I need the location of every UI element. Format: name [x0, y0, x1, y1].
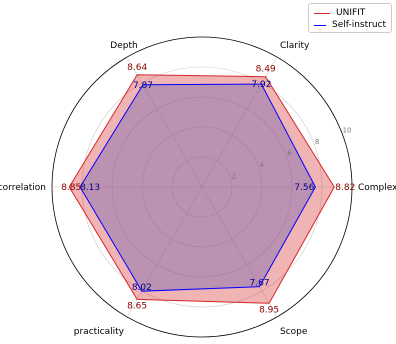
axis-label-complexity: Complexity — [358, 183, 396, 193]
axis-label-depth: Depth — [110, 41, 137, 51]
legend-swatch-unifit — [314, 12, 330, 14]
radial-tick-label: 8 — [315, 138, 319, 146]
value-label-self-instruct: 8.02 — [132, 283, 152, 293]
radial-tick-label: 6 — [287, 150, 292, 158]
legend-entry-unifit: UNIFIT — [314, 7, 386, 19]
radial-tick-label: 10 — [343, 127, 352, 135]
series-self-instruct-area — [79, 83, 316, 292]
axis-label-correlation: correlation — [0, 183, 46, 193]
value-label-unifit: 8.95 — [259, 305, 279, 315]
axis-label-practicality: practicality — [74, 327, 125, 337]
value-label-unifit: 8.82 — [335, 183, 355, 193]
value-label-self-instruct: 7.92 — [251, 80, 271, 90]
radial-tick-label: 4 — [259, 161, 264, 169]
value-label-unifit: 8.49 — [256, 65, 276, 75]
series-unifit-area — [68, 74, 335, 304]
legend-swatch-self-instruct — [314, 24, 327, 26]
value-label-self-instruct: 7.67 — [250, 279, 270, 289]
label-layer: 2 4 6 8 10 8.82 8.49 8.64 8.85 8.65 8.95 7.56 7.92 7.… — [0, 41, 396, 337]
axis-label-scope: Scope — [280, 327, 308, 337]
value-label-unifit: 8.85 — [61, 183, 81, 193]
value-label-self-instruct: 7.87 — [133, 81, 153, 91]
legend-entry-self-instruct: Self-instruct — [314, 19, 386, 31]
grid-spoke — [126, 56, 203, 188]
value-label-unifit: 8.65 — [127, 301, 147, 311]
legend: UNIFIT Self-instruct — [308, 3, 392, 33]
legend-label-self-instruct: Self-instruct — [332, 20, 386, 30]
radial-tick-label: 2 — [232, 173, 236, 181]
value-label-self-instruct: 8.13 — [80, 183, 100, 193]
grid-layer — [51, 36, 353, 338]
value-label-unifit: 8.64 — [127, 63, 147, 73]
axis-label-clarity: Clarity — [280, 41, 310, 51]
grid-spoke — [201, 186, 278, 318]
legend-label-unifit: UNIFIT — [336, 8, 366, 18]
grid-spoke — [201, 56, 278, 188]
grid-spoke — [126, 186, 203, 318]
series-layer — [68, 74, 335, 304]
value-label-self-instruct: 7.56 — [294, 183, 314, 193]
